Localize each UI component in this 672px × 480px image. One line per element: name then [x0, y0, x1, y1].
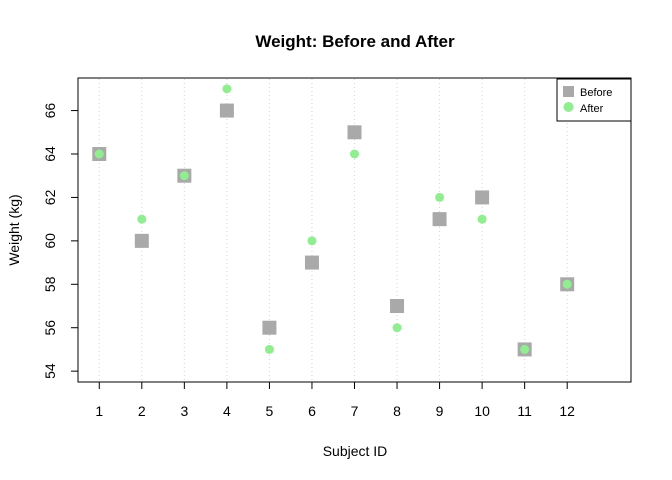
- point-after-10: [477, 214, 487, 224]
- point-after-12: [562, 279, 572, 289]
- point-after-1: [94, 149, 104, 159]
- y-tick-label-58: 58: [42, 276, 58, 292]
- grid: [98, 79, 568, 381]
- x-tick-label-7: 7: [351, 403, 359, 419]
- x-tick-label-1: 1: [95, 403, 103, 419]
- y-tick-label-54: 54: [42, 363, 58, 379]
- x-tick-label-8: 8: [393, 403, 401, 419]
- point-after-8: [392, 323, 402, 333]
- y-axis: 54 56 58 60 62 64 66: [42, 103, 79, 379]
- x-tick-label-11: 11: [517, 403, 532, 419]
- point-before-7: [347, 125, 362, 140]
- point-after-2: [137, 214, 147, 224]
- legend-marker-before: [563, 86, 574, 97]
- y-tick-label-56: 56: [42, 320, 58, 336]
- x-axis-label: Subject ID: [323, 443, 388, 459]
- y-axis-label: Weight (kg): [6, 194, 22, 265]
- x-tick-label-4: 4: [223, 403, 231, 419]
- point-before-9: [432, 212, 447, 227]
- x-tick-label-6: 6: [308, 403, 316, 419]
- series-after: [94, 84, 572, 354]
- point-before-10: [475, 190, 490, 205]
- y-tick-label-60: 60: [42, 233, 58, 249]
- x-tick-label-10: 10: [474, 403, 490, 419]
- point-before-5: [262, 320, 277, 335]
- x-tick-label-3: 3: [180, 403, 188, 419]
- y-tick-label-66: 66: [42, 103, 58, 119]
- x-tick-label-2: 2: [138, 403, 146, 419]
- x-tick-label-12: 12: [559, 403, 575, 419]
- legend-label-after: After: [580, 103, 604, 115]
- point-after-5: [264, 344, 274, 354]
- point-after-3: [179, 171, 189, 181]
- chart-title: Weight: Before and After: [255, 32, 455, 51]
- x-tick-label-5: 5: [266, 403, 274, 419]
- point-after-9: [435, 192, 445, 202]
- legend-label-before: Before: [580, 87, 612, 99]
- point-after-11: [520, 344, 530, 354]
- point-before-2: [134, 233, 149, 248]
- point-before-4: [219, 103, 234, 118]
- point-before-8: [390, 299, 405, 313]
- point-after-4: [222, 84, 232, 94]
- legend-marker-after: [563, 102, 574, 112]
- legend: Before After: [556, 78, 632, 122]
- y-tick-label-64: 64: [42, 146, 58, 162]
- x-axis: 1 2 3 4 5 6 7 8 9 10 11 12: [95, 381, 575, 419]
- point-after-6: [307, 236, 317, 246]
- series-before: [92, 103, 575, 357]
- x-tick-label-9: 9: [436, 403, 444, 419]
- y-tick-label-62: 62: [42, 189, 58, 205]
- point-before-6: [304, 255, 319, 270]
- point-after-7: [350, 149, 359, 159]
